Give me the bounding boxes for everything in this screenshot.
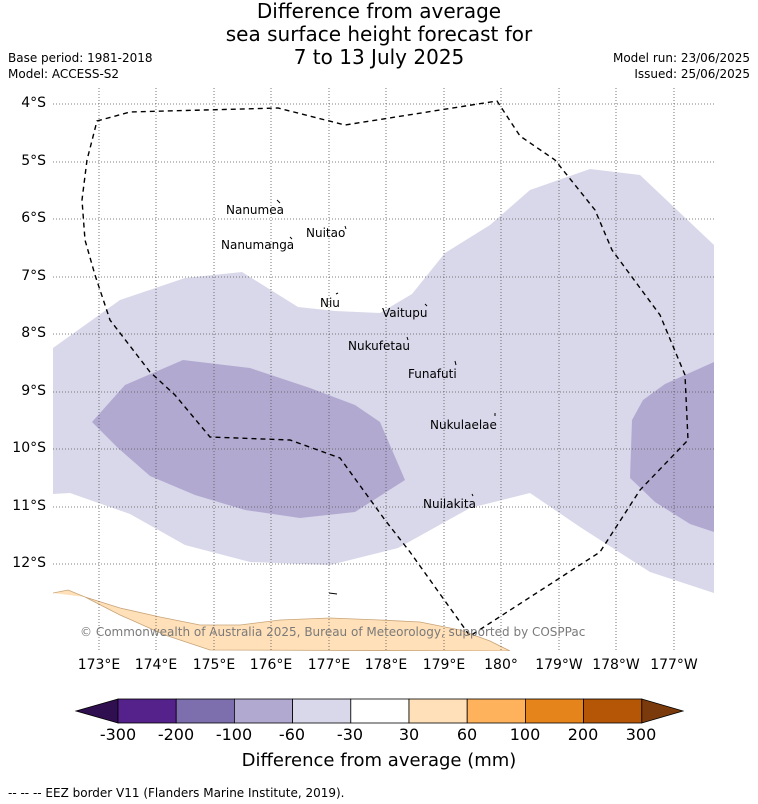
colorbar-tick: -60 (278, 725, 306, 744)
eez-legend: -- -- -- EEZ border V11 (Flanders Marine… (8, 786, 345, 800)
lon-label: 179°E (422, 657, 466, 673)
anomaly-region-light-orange (53, 589, 511, 651)
lat-label: 8°S (21, 325, 46, 341)
lat-label: 11°S (12, 498, 46, 514)
lon-label: 178°E (364, 657, 408, 673)
anomaly-region-mid-purple-west (92, 360, 405, 518)
eez-border (81, 100, 689, 637)
colorbar-tick: -200 (157, 725, 195, 744)
colorbar-swatch (292, 698, 352, 724)
map-title-line-1: Difference from average (256, 0, 502, 23)
lat-label: 12°S (12, 555, 46, 571)
lat-label: 4°S (21, 95, 46, 111)
colorbar-swatch (466, 698, 526, 724)
map-title-line-2: sea surface height forecast for (225, 22, 533, 46)
island-label-nanumea: Nanumea (226, 203, 284, 217)
base-period: Base period: 1981-2018 (8, 51, 153, 65)
colorbar-swatch (350, 698, 410, 724)
lat-label: 7°S (21, 268, 46, 284)
colorbar-swatch (117, 698, 177, 724)
lon-label: 179°W (535, 657, 583, 673)
lon-label: 178°W (592, 657, 640, 673)
island-label-nanumanga: Nanumanga (221, 238, 295, 252)
colorbar-tick: 300 (625, 725, 657, 744)
island-label-funafuti: Funafuti (408, 367, 457, 381)
lon-label: 174°E (134, 657, 178, 673)
lon-label: 173°E (77, 657, 121, 673)
lat-label: 9°S (21, 383, 46, 399)
lat-label: 10°S (12, 440, 46, 456)
colorbar (74, 698, 685, 724)
colorbar-extend-high (641, 698, 685, 724)
map-title-line-3: 7 to 13 July 2025 (293, 45, 465, 69)
copyright-notice: © Commonwealth of Australia 2025, Bureau… (80, 625, 586, 639)
island-label-nuitao: Nuitao (306, 226, 346, 240)
lon-label: 177°W (650, 657, 698, 673)
colorbar-swatch (233, 698, 293, 724)
island-label-nuilakita: Nuilakita (423, 497, 476, 511)
colorbar-tick: 60 (456, 725, 478, 744)
issued-date: Issued: 25/06/2025 (634, 67, 750, 81)
anomaly-region-mid-purple-east (630, 362, 714, 532)
colorbar-tick: -30 (336, 725, 364, 744)
model-name: Model: ACCESS-S2 (8, 67, 120, 81)
colorbar-tick: 30 (398, 725, 420, 744)
colorbar-swatch (175, 698, 235, 724)
lon-label: 177°E (307, 657, 351, 673)
colorbar-swatch (408, 698, 468, 724)
model-run: Model run: 23/06/2025 (612, 51, 750, 65)
colorbar-tick: 100 (509, 725, 541, 744)
colorbar-label: Difference from average (mm) (241, 750, 517, 771)
colorbar-tick: -300 (99, 725, 137, 744)
lon-label: 175°E (192, 657, 236, 673)
lat-label: 6°S (21, 210, 46, 226)
sea-level-map (53, 88, 714, 651)
colorbar-extend-low (74, 698, 119, 724)
graticule (53, 88, 714, 651)
island-label-nukulaelae: Nukulaelae (430, 418, 497, 432)
lat-label: 5°S (21, 153, 46, 169)
island-marks (276, 199, 496, 595)
lon-label: 180° (484, 657, 518, 673)
colorbar-swatch (525, 698, 585, 724)
colorbar-tick: -100 (215, 725, 253, 744)
colorbar-swatch (583, 698, 643, 724)
colorbar-tick: 200 (567, 725, 599, 744)
island-label-vaitupu: Vaitupu (382, 306, 428, 320)
island-label-niu: Niu (320, 296, 340, 310)
island-label-nukufetau: Nukufetau (348, 339, 411, 353)
lon-label: 176°E (249, 657, 293, 673)
